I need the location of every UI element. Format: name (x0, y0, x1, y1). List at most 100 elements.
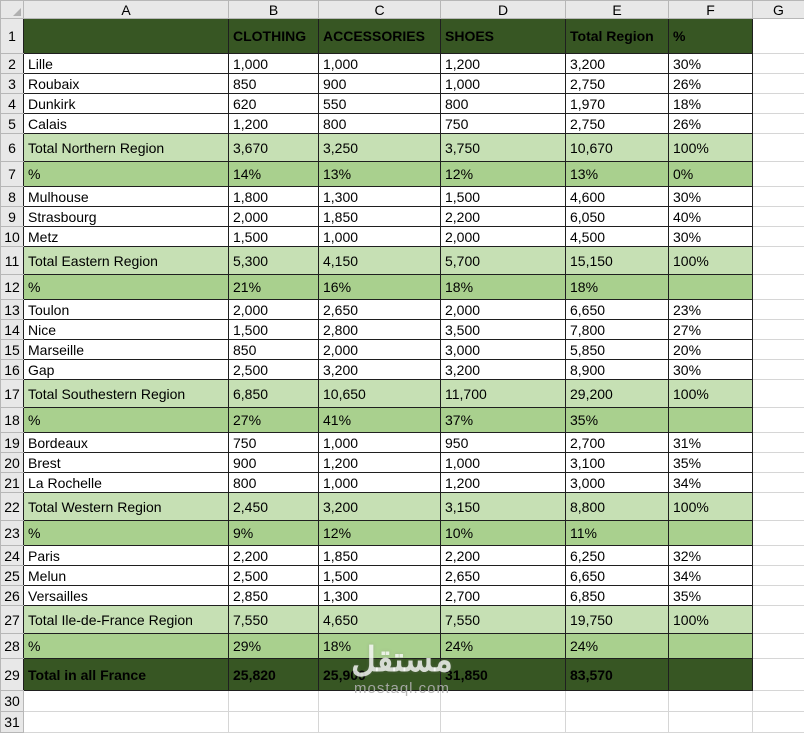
cell-F23[interactable] (669, 521, 753, 546)
cell-E16[interactable]: 8,900 (566, 360, 669, 380)
cell-B13[interactable]: 2,000 (229, 300, 319, 320)
cell-D17[interactable]: 11,700 (441, 380, 566, 408)
cell-E28[interactable]: 24% (566, 634, 669, 659)
cell-A5[interactable]: Calais (24, 114, 229, 134)
cell-C18[interactable]: 41% (319, 408, 441, 433)
cell-F15[interactable]: 20% (669, 340, 753, 360)
cell-D23[interactable]: 10% (441, 521, 566, 546)
cell-C4[interactable]: 550 (319, 94, 441, 114)
cell-C14[interactable]: 2,800 (319, 320, 441, 340)
cell-F19[interactable]: 31% (669, 433, 753, 453)
cell-G25[interactable] (753, 566, 804, 586)
cell-G3[interactable] (753, 74, 804, 94)
row-header-12[interactable]: 12 (1, 275, 24, 300)
cell-F3[interactable]: 26% (669, 74, 753, 94)
column-header-F[interactable]: F (669, 1, 753, 19)
cell-A12[interactable]: % (24, 275, 229, 300)
cell-F4[interactable]: 18% (669, 94, 753, 114)
row-header-29[interactable]: 29 (1, 659, 24, 691)
cell-A25[interactable]: Melun (24, 566, 229, 586)
cell-B10[interactable]: 1,500 (229, 227, 319, 247)
cell-A1[interactable] (24, 19, 229, 54)
cell-G31[interactable] (753, 712, 804, 733)
cell-D31[interactable] (441, 712, 566, 733)
cell-G2[interactable] (753, 54, 804, 74)
row-header-9[interactable]: 9 (1, 207, 24, 227)
select-all-corner[interactable] (1, 1, 24, 19)
cell-D1[interactable]: SHOES (441, 19, 566, 54)
row-header-4[interactable]: 4 (1, 94, 24, 114)
cell-B6[interactable]: 3,670 (229, 134, 319, 162)
cell-G12[interactable] (753, 275, 804, 300)
cell-G20[interactable] (753, 453, 804, 473)
cell-D18[interactable]: 37% (441, 408, 566, 433)
cell-G1[interactable] (753, 19, 804, 54)
cell-B18[interactable]: 27% (229, 408, 319, 433)
cell-G17[interactable] (753, 380, 804, 408)
row-header-18[interactable]: 18 (1, 408, 24, 433)
cell-C19[interactable]: 1,000 (319, 433, 441, 453)
cell-E12[interactable]: 18% (566, 275, 669, 300)
row-header-21[interactable]: 21 (1, 473, 24, 493)
column-header-D[interactable]: D (441, 1, 566, 19)
cell-A11[interactable]: Total Eastern Region (24, 247, 229, 275)
cell-A28[interactable]: % (24, 634, 229, 659)
row-header-24[interactable]: 24 (1, 546, 24, 566)
cell-B3[interactable]: 850 (229, 74, 319, 94)
cell-E26[interactable]: 6,850 (566, 586, 669, 606)
cell-B11[interactable]: 5,300 (229, 247, 319, 275)
column-header-A[interactable]: A (24, 1, 229, 19)
cell-E18[interactable]: 35% (566, 408, 669, 433)
cell-C2[interactable]: 1,000 (319, 54, 441, 74)
cell-F20[interactable]: 35% (669, 453, 753, 473)
cell-G6[interactable] (753, 134, 804, 162)
cell-C25[interactable]: 1,500 (319, 566, 441, 586)
cell-A17[interactable]: Total Southestern Region (24, 380, 229, 408)
cell-B14[interactable]: 1,500 (229, 320, 319, 340)
row-header-17[interactable]: 17 (1, 380, 24, 408)
cell-E20[interactable]: 3,100 (566, 453, 669, 473)
cell-B31[interactable] (229, 712, 319, 733)
cell-E7[interactable]: 13% (566, 162, 669, 187)
cell-D11[interactable]: 5,700 (441, 247, 566, 275)
cell-C13[interactable]: 2,650 (319, 300, 441, 320)
cell-G26[interactable] (753, 586, 804, 606)
cell-A2[interactable]: Lille (24, 54, 229, 74)
cell-D16[interactable]: 3,200 (441, 360, 566, 380)
cell-B22[interactable]: 2,450 (229, 493, 319, 521)
cell-G30[interactable] (753, 691, 804, 712)
cell-B16[interactable]: 2,500 (229, 360, 319, 380)
cell-C10[interactable]: 1,000 (319, 227, 441, 247)
cell-G11[interactable] (753, 247, 804, 275)
cell-E2[interactable]: 3,200 (566, 54, 669, 74)
row-header-25[interactable]: 25 (1, 566, 24, 586)
cell-C24[interactable]: 1,850 (319, 546, 441, 566)
cell-C20[interactable]: 1,200 (319, 453, 441, 473)
cell-E21[interactable]: 3,000 (566, 473, 669, 493)
cell-A16[interactable]: Gap (24, 360, 229, 380)
cell-D15[interactable]: 3,000 (441, 340, 566, 360)
row-header-23[interactable]: 23 (1, 521, 24, 546)
row-header-22[interactable]: 22 (1, 493, 24, 521)
cell-G24[interactable] (753, 546, 804, 566)
cell-D3[interactable]: 1,000 (441, 74, 566, 94)
cell-C8[interactable]: 1,300 (319, 187, 441, 207)
cell-F27[interactable]: 100% (669, 606, 753, 634)
cell-D12[interactable]: 18% (441, 275, 566, 300)
cell-A23[interactable]: % (24, 521, 229, 546)
cell-B4[interactable]: 620 (229, 94, 319, 114)
cell-B26[interactable]: 2,850 (229, 586, 319, 606)
cell-F18[interactable] (669, 408, 753, 433)
cell-G5[interactable] (753, 114, 804, 134)
cell-D6[interactable]: 3,750 (441, 134, 566, 162)
row-header-26[interactable]: 26 (1, 586, 24, 606)
cell-A8[interactable]: Mulhouse (24, 187, 229, 207)
cell-C31[interactable] (319, 712, 441, 733)
cell-C9[interactable]: 1,850 (319, 207, 441, 227)
cell-E25[interactable]: 6,650 (566, 566, 669, 586)
cell-A6[interactable]: Total Northern Region (24, 134, 229, 162)
cell-E15[interactable]: 5,850 (566, 340, 669, 360)
cell-C27[interactable]: 4,650 (319, 606, 441, 634)
row-header-8[interactable]: 8 (1, 187, 24, 207)
row-header-3[interactable]: 3 (1, 74, 24, 94)
